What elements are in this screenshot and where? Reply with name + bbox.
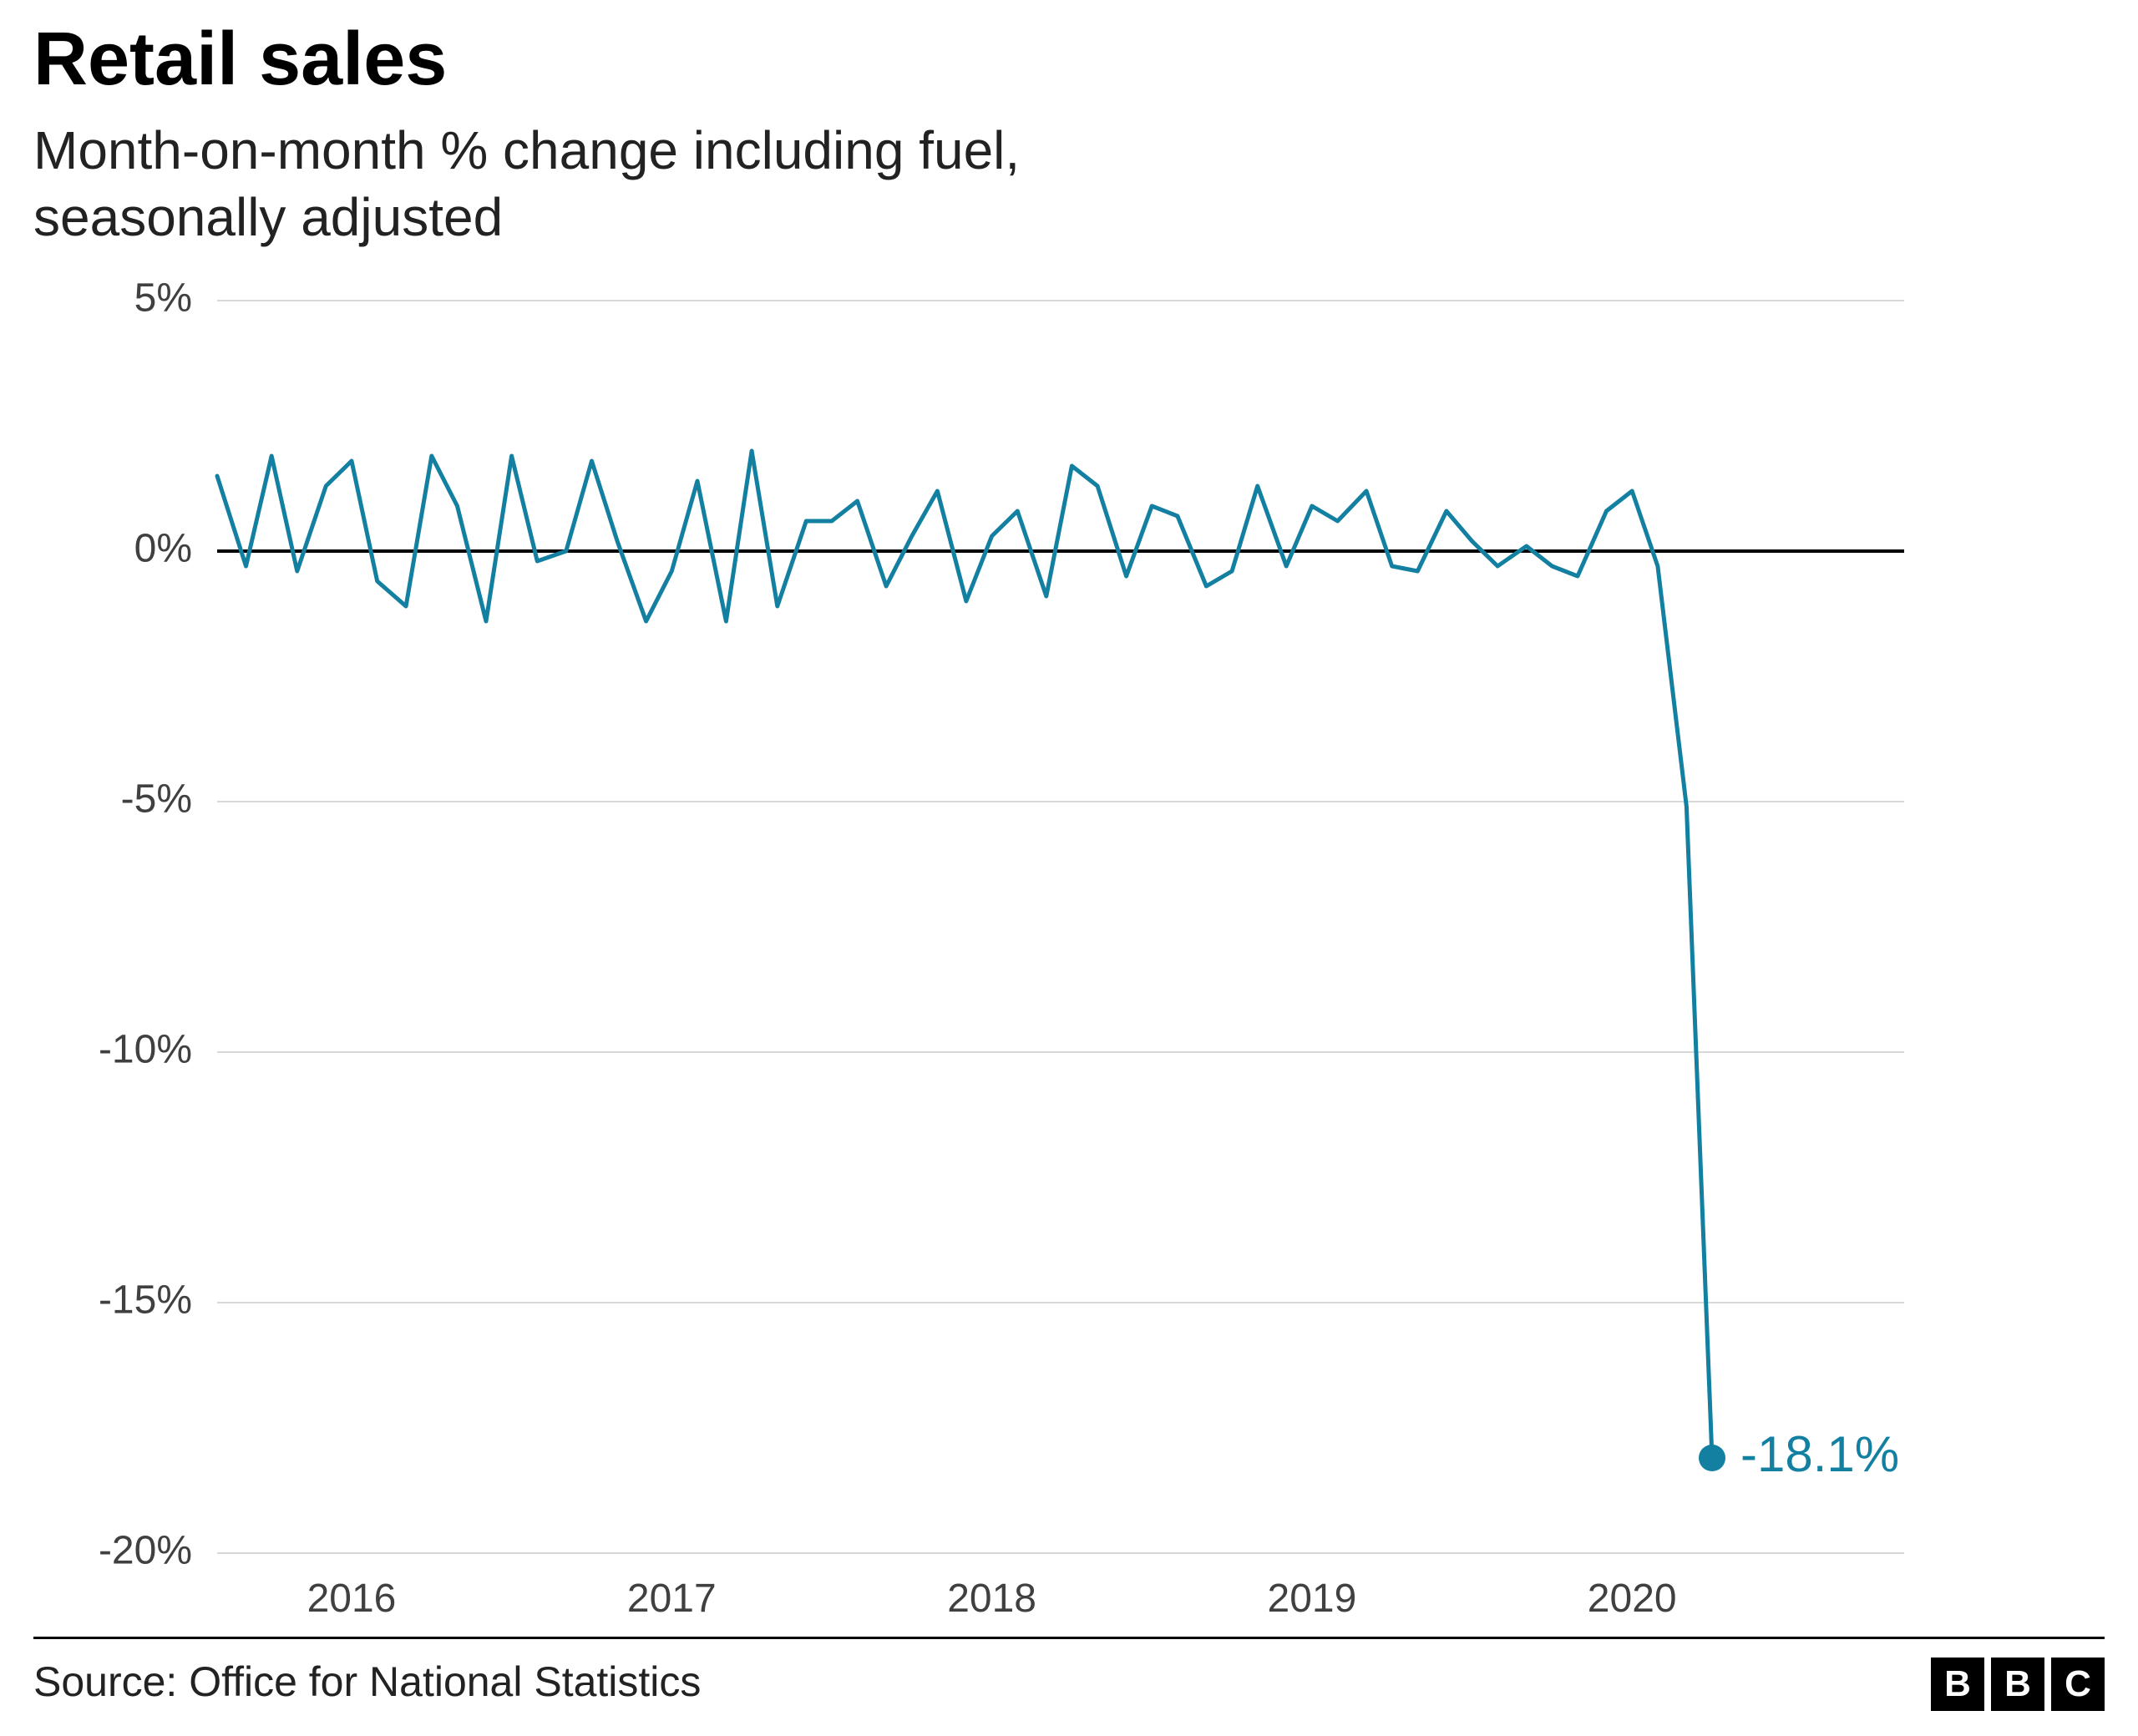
bbc-logo-block: B (1991, 1658, 2044, 1711)
svg-text:2016: 2016 (307, 1577, 397, 1620)
bbc-logo: BBC (1931, 1658, 2105, 1711)
footer-divider (33, 1637, 2105, 1639)
chart-container: Retail sales Month-on-month % change inc… (0, 0, 2138, 1736)
svg-text:2019: 2019 (1268, 1577, 1357, 1620)
svg-text:-15%: -15% (99, 1278, 192, 1323)
svg-text:-18.1%: -18.1% (1740, 1426, 1899, 1482)
svg-text:2017: 2017 (627, 1577, 717, 1620)
svg-text:-10%: -10% (99, 1028, 192, 1072)
svg-text:-20%: -20% (99, 1529, 192, 1573)
svg-text:5%: 5% (134, 276, 192, 321)
svg-text:2018: 2018 (947, 1577, 1036, 1620)
line-chart: 5% 0% -5% -10% -15% -20% 2016 2017 2018 2019 2020 -… (0, 267, 2138, 1620)
source-label: Source: Office for National Statistics (33, 1658, 701, 1706)
chart-subtitle: Month-on-month % change including fuel, … (33, 117, 1020, 251)
bbc-logo-block: B (1931, 1658, 1984, 1711)
svg-text:0%: 0% (134, 527, 192, 571)
svg-text:-5%: -5% (121, 777, 192, 822)
svg-text:2020: 2020 (1588, 1577, 1677, 1620)
bbc-logo-block: C (2051, 1658, 2105, 1711)
chart-title: Retail sales (33, 17, 447, 103)
